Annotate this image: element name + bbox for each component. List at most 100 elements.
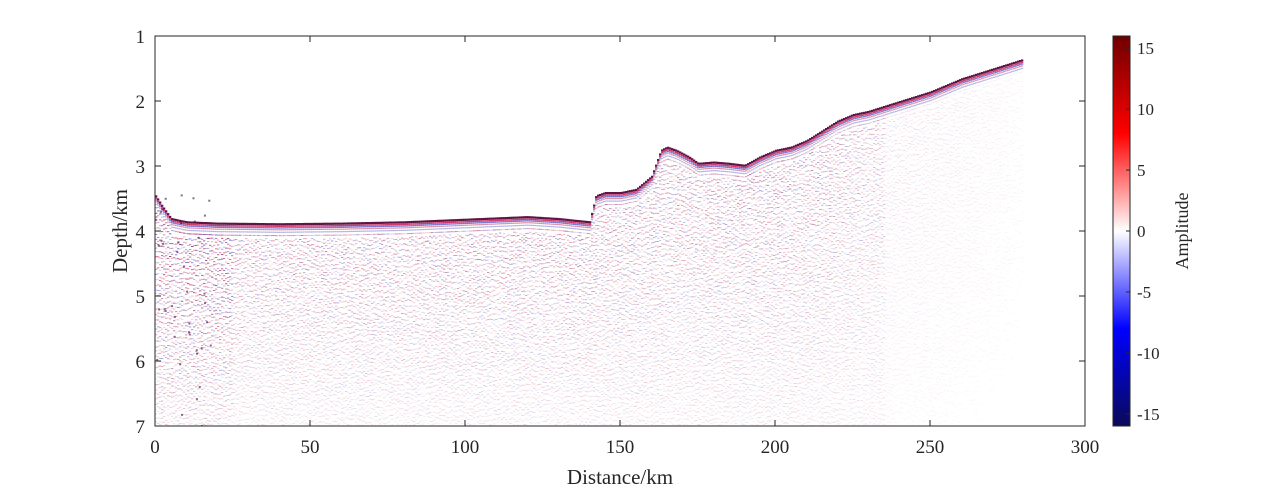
- reflector-segment: [373, 277, 376, 279]
- reflector-segment: [355, 279, 358, 281]
- reflector-segment: [287, 246, 290, 247]
- reflector-segment: [327, 222, 330, 225]
- reflector-segment: [319, 241, 322, 243]
- reflector-segment: [185, 365, 188, 367]
- reflector-segment: [353, 283, 356, 285]
- reflector-segment: [365, 411, 368, 413]
- reflector-segment: [171, 220, 174, 222]
- reflector-segment: [215, 303, 218, 305]
- reflector-segment: [209, 300, 212, 301]
- reflector-segment: [331, 311, 334, 313]
- reflector-segment: [279, 350, 282, 351]
- reflector-segment: [217, 418, 220, 420]
- reflector-segment: [223, 285, 226, 287]
- reflector-segment: [207, 382, 210, 384]
- reflector-segment: [187, 332, 190, 334]
- reflector-segment: [197, 384, 200, 386]
- reflector-segment: [373, 263, 376, 265]
- reflector-segment: [293, 375, 296, 377]
- reflector-segment: [253, 241, 256, 243]
- reflector-segment: [381, 251, 384, 253]
- reflector-segment: [187, 383, 190, 384]
- reflector-segment: [317, 353, 320, 355]
- reflector-segment: [161, 293, 164, 295]
- reflector-segment: [295, 346, 298, 348]
- reflector-segment: [331, 385, 334, 387]
- reflector-segment: [295, 229, 298, 231]
- reflector-segment: [209, 237, 212, 239]
- reflector-segment: [333, 222, 336, 225]
- reflector-segment: [323, 290, 326, 292]
- reflector-segment: [327, 342, 330, 344]
- reflector-segment: [321, 304, 324, 306]
- reflector-segment: [155, 362, 158, 364]
- reflector-segment: [345, 319, 348, 321]
- reflector-segment: [371, 403, 374, 405]
- reflector-segment: [295, 225, 298, 227]
- reflector-segment: [187, 278, 190, 280]
- reflector-segment: [247, 365, 250, 367]
- reflector-segment: [163, 387, 166, 389]
- reflector-segment: [357, 318, 360, 320]
- reflector-segment: [173, 230, 176, 232]
- reflector-segment: [275, 229, 278, 231]
- reflector-segment: [321, 308, 324, 310]
- reflector-segment: [357, 287, 360, 289]
- reflector-segment: [237, 417, 240, 419]
- reflector-segment: [213, 230, 216, 233]
- reflector-segment: [169, 395, 172, 397]
- reflector-segment: [219, 385, 222, 387]
- reflector-segment: [231, 268, 234, 270]
- reflector-segment: [327, 317, 330, 319]
- reflector-segment: [161, 386, 164, 388]
- reflector-segment: [313, 421, 316, 423]
- reflector-segment: [267, 231, 270, 233]
- reflector-segment: [377, 380, 380, 382]
- reflector-segment: [307, 343, 310, 345]
- reflector-segment: [155, 238, 158, 240]
- reflector-segment: [371, 408, 374, 410]
- reflector-segment: [159, 264, 162, 266]
- reflector-segment: [347, 247, 350, 249]
- reflector-segment: [379, 400, 382, 401]
- reflector-segment: [355, 370, 358, 372]
- reflector-segment: [159, 205, 162, 207]
- reflector-segment: [231, 368, 234, 370]
- reflector-segment: [203, 376, 206, 377]
- reflector-segment: [157, 340, 160, 342]
- reflector-segment: [307, 417, 310, 419]
- reflector-segment: [235, 420, 238, 422]
- reflector-segment: [209, 255, 212, 257]
- reflector-segment: [303, 277, 306, 279]
- reflector-segment: [259, 420, 262, 422]
- reflector-segment: [195, 280, 198, 282]
- reflector-segment: [217, 355, 220, 356]
- reflector-segment: [253, 417, 256, 418]
- reflector-segment: [227, 263, 230, 264]
- reflector-segment: [161, 322, 164, 324]
- reflector-segment: [157, 422, 160, 424]
- reflector-segment: [215, 285, 218, 287]
- reflector-segment: [283, 412, 286, 414]
- reflector-segment: [169, 219, 172, 222]
- reflector-segment: [213, 401, 216, 403]
- reflector-segment: [195, 312, 198, 313]
- reflector-segment: [215, 334, 218, 336]
- reflector-segment: [313, 311, 316, 313]
- reflector-segment: [331, 300, 334, 302]
- reflector-segment: [185, 229, 188, 231]
- reflector-segment: [279, 305, 282, 307]
- reflector-segment: [251, 408, 254, 409]
- reflector-segment: [219, 280, 222, 282]
- reflector-segment: [317, 325, 320, 327]
- reflector-segment: [251, 347, 254, 349]
- reflector-segment: [363, 307, 366, 309]
- reflector-segment: [295, 356, 298, 358]
- reflector-segment: [353, 240, 356, 242]
- reflector-segment: [283, 420, 286, 422]
- reflector-segment: [371, 285, 374, 286]
- reflector-segment: [289, 263, 292, 265]
- reflector-segment: [265, 235, 268, 237]
- reflector-segment: [309, 409, 312, 411]
- reflector-segment: [287, 296, 290, 298]
